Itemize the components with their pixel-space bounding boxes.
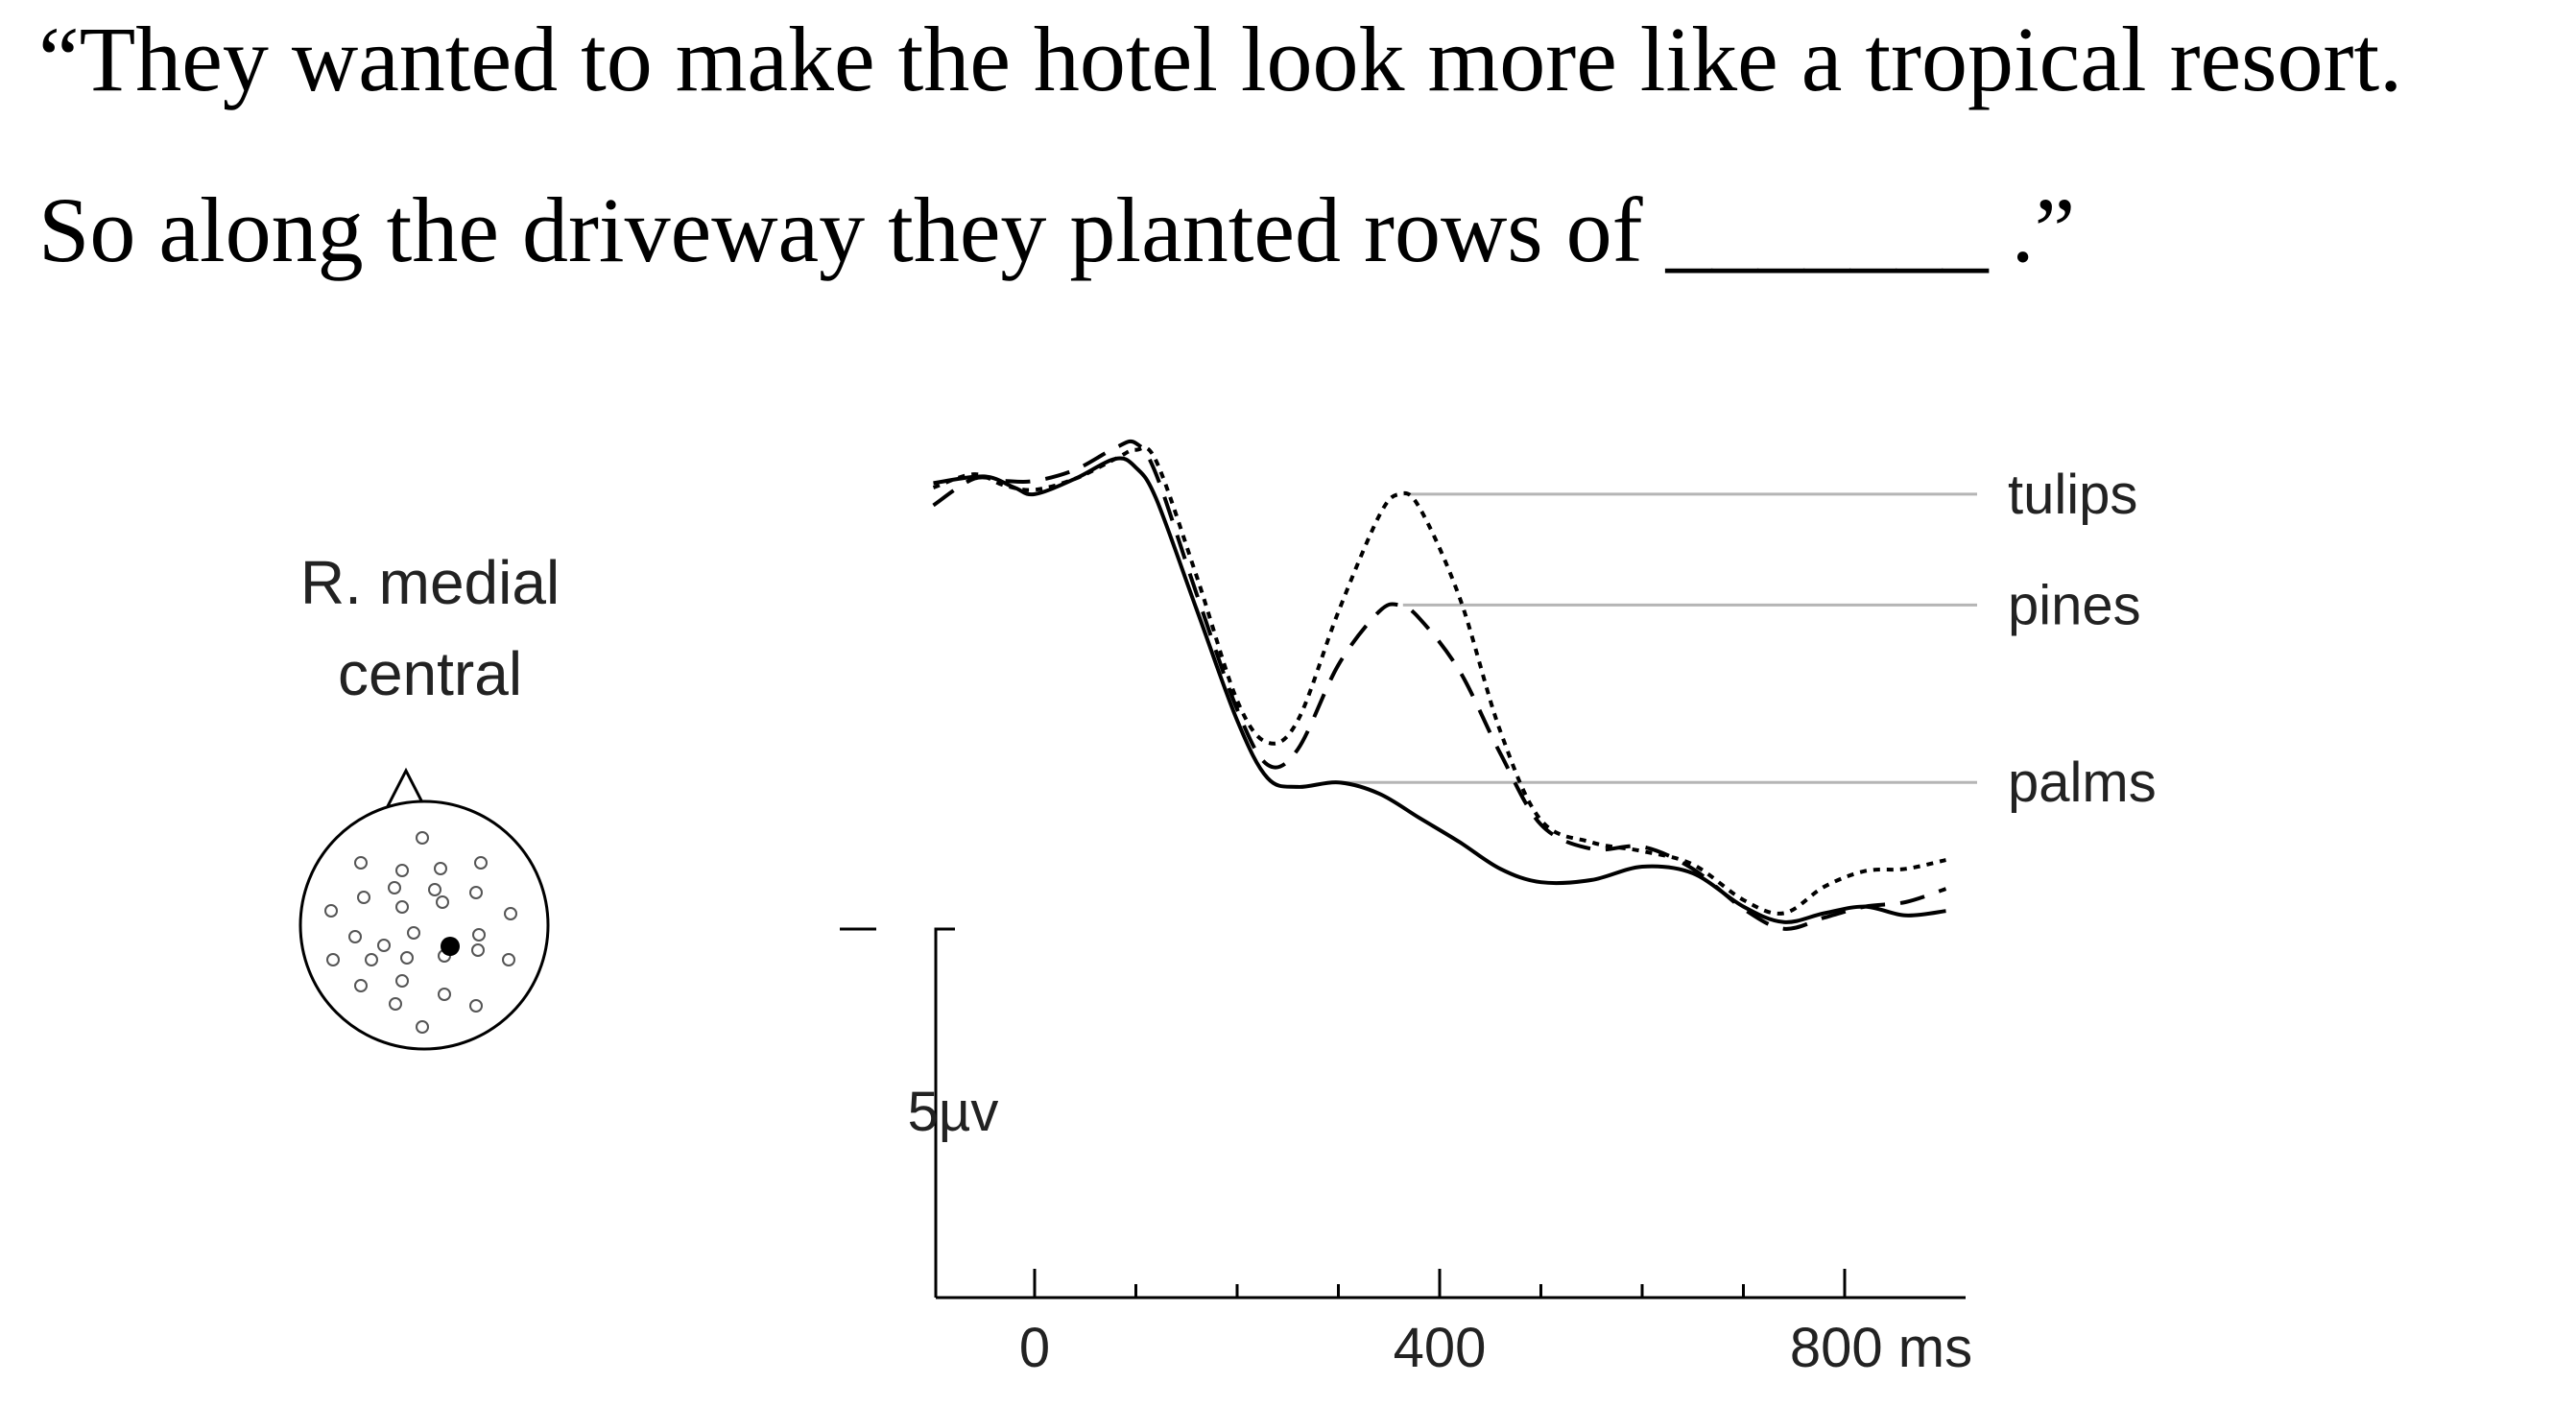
series-labels: palms pines tulips xyxy=(2008,464,2157,814)
series-lines xyxy=(932,439,1947,931)
electrode-site xyxy=(416,1020,429,1034)
electrode-label-line-2: central xyxy=(337,639,523,708)
electrode-site xyxy=(354,979,368,992)
electrode-site xyxy=(357,891,370,904)
electrode-site xyxy=(469,999,483,1013)
electrode-site xyxy=(471,943,485,957)
series-label-tulips: tulips xyxy=(2008,464,2137,526)
electrode-site xyxy=(438,988,451,1001)
electrode-label-line-1: R. medial xyxy=(299,548,561,617)
electrode-site xyxy=(395,864,409,877)
electrode-site xyxy=(434,862,447,875)
electrode-site xyxy=(354,856,368,870)
electrode-site xyxy=(389,997,402,1011)
electrode-site xyxy=(326,953,340,966)
electrode-site xyxy=(377,939,391,952)
electrode-site xyxy=(324,904,338,918)
x-tick-label: 0 xyxy=(1019,1317,1050,1379)
electrode-sites xyxy=(324,831,517,1034)
electrode-site xyxy=(504,907,517,920)
x-tick-label: 400 xyxy=(1394,1317,1487,1379)
electrode-site xyxy=(395,974,409,988)
electrode-site xyxy=(365,953,378,966)
series-line-pines xyxy=(932,439,1947,931)
scale-bar-label: 5µv xyxy=(908,1081,999,1143)
recording-electrode xyxy=(441,937,460,956)
series-label-pines: pines xyxy=(2008,574,2141,636)
electrode-site xyxy=(469,886,483,899)
sentence-line-2: So along the driveway they planted rows … xyxy=(38,179,2076,281)
electrode-site xyxy=(407,926,420,940)
electrode-site xyxy=(348,930,362,943)
electrode-head-map-icon xyxy=(298,767,550,1051)
sentence-line-1: “They wanted to make the hotel look more… xyxy=(38,8,2403,110)
electrode-site xyxy=(428,883,441,896)
x-tick-label: 800 ms xyxy=(1790,1317,1972,1379)
series-line-tulips xyxy=(932,445,1946,916)
electrode-site xyxy=(388,881,401,894)
series-leader-lines xyxy=(1342,492,1977,784)
electrode-site xyxy=(502,953,515,966)
electrode-site xyxy=(472,928,486,942)
electrode-site xyxy=(436,895,449,909)
series-label-palms: palms xyxy=(2008,751,2157,814)
series-line-palms xyxy=(933,456,1946,924)
x-axis-ticks: 0 400 800 ms xyxy=(1019,1269,1972,1379)
electrode-site xyxy=(400,951,414,965)
chart-axes: 5µv xyxy=(840,927,1966,1300)
electrode-site xyxy=(416,831,429,845)
scale-bar-top xyxy=(934,927,955,1038)
electrode-site xyxy=(474,856,488,870)
electrode-site xyxy=(395,900,409,914)
